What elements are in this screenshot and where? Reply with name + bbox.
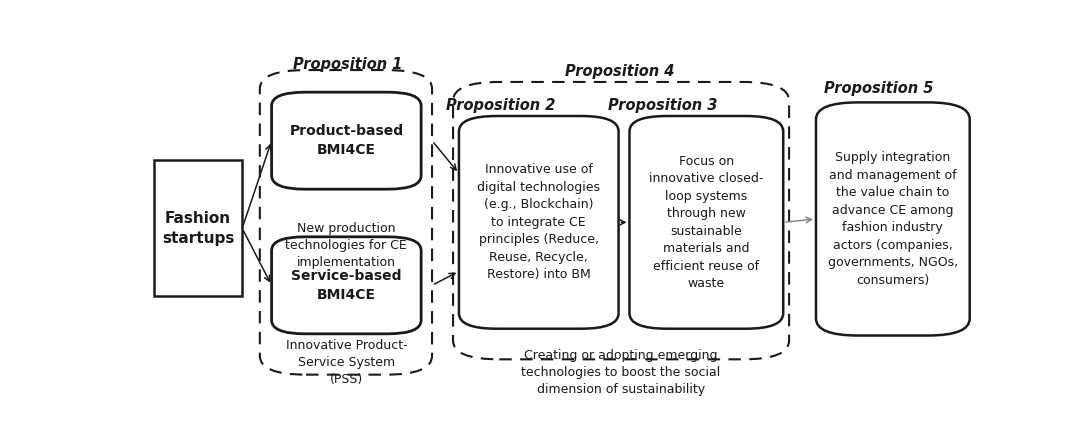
- Text: Service-based
BMI4CE: Service-based BMI4CE: [292, 269, 401, 302]
- Text: Proposition 2: Proposition 2: [447, 98, 556, 113]
- Text: Fashion
startups: Fashion startups: [162, 211, 234, 246]
- FancyBboxPatch shape: [816, 103, 970, 335]
- FancyBboxPatch shape: [630, 116, 784, 329]
- Text: Innovative use of
digital technologies
(e.g., Blockchain)
to integrate CE
princi: Innovative use of digital technologies (…: [477, 164, 601, 282]
- FancyBboxPatch shape: [272, 92, 421, 189]
- Text: Supply integration
and management of
the value chain to
advance CE among
fashion: Supply integration and management of the…: [828, 151, 958, 287]
- Text: Proposition 4: Proposition 4: [565, 64, 674, 79]
- Text: Product-based
BMI4CE: Product-based BMI4CE: [289, 124, 403, 157]
- Text: New production
technologies for CE
implementation: New production technologies for CE imple…: [285, 222, 408, 269]
- Text: Innovative Product-
Service System
(PSS): Innovative Product- Service System (PSS): [285, 339, 408, 386]
- FancyBboxPatch shape: [154, 160, 242, 297]
- FancyBboxPatch shape: [459, 116, 619, 329]
- Text: Proposition 1: Proposition 1: [294, 57, 403, 72]
- Text: Proposition 3: Proposition 3: [608, 98, 718, 113]
- FancyBboxPatch shape: [272, 237, 421, 334]
- Text: Proposition 5: Proposition 5: [824, 80, 933, 95]
- Text: Focus on
innovative closed-
loop systems
through new
sustainable
materials and
e: Focus on innovative closed- loop systems…: [649, 155, 763, 290]
- Text: Creating or adopting emerging
technologies to boost the social
dimension of sust: Creating or adopting emerging technologi…: [521, 350, 721, 396]
